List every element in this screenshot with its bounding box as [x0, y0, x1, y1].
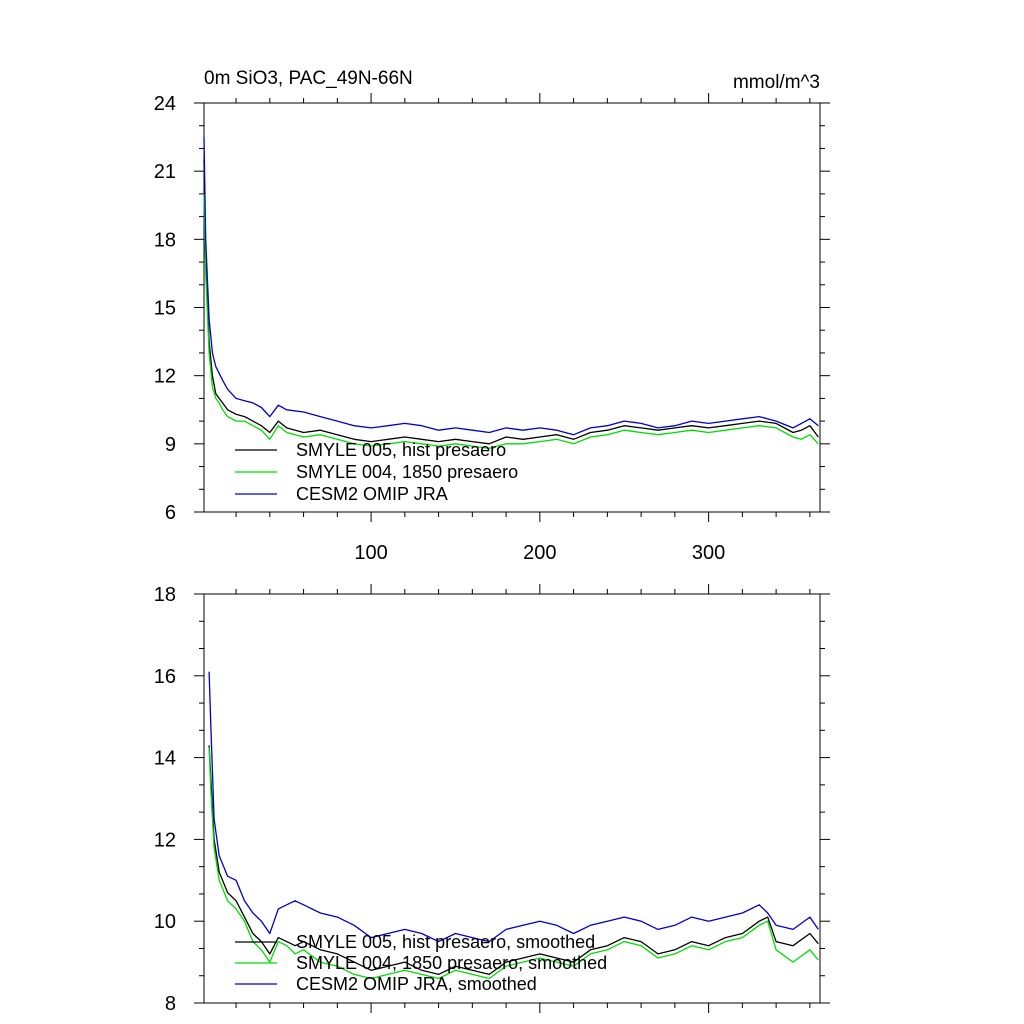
x-tick-label: 300 — [692, 542, 725, 564]
legend-label-1: SMYLE 005, hist presaero, smoothed — [296, 932, 595, 952]
x-tick-label: 200 — [523, 542, 556, 564]
top-panel: 0m SiO3, PAC_49N-66N mmol/m^3 6 9 12 15 18 21… — [154, 68, 830, 564]
y-tick-label: 8 — [165, 993, 176, 1015]
top-series-lines — [203, 137, 819, 450]
top-panel-units: mmol/m^3 — [733, 72, 820, 93]
top-panel-title: 0m SiO3, PAC_49N-66N — [204, 68, 413, 89]
y-tick-label: 18 — [154, 229, 176, 251]
series-line-1 — [208, 745, 819, 976]
y-tick-label: 16 — [154, 666, 176, 688]
y-tick-label: 14 — [154, 748, 176, 770]
legend-label-2: SMYLE 004, 1850 presaero — [296, 462, 518, 482]
y-tick-label: 6 — [165, 502, 176, 524]
bottom-series-lines — [208, 671, 819, 980]
legend-label-1: SMYLE 005, hist presaero — [296, 440, 506, 460]
legend-label-3: CESM2 OMIP JRA, smoothed — [296, 974, 537, 994]
y-tick-label: 21 — [154, 161, 176, 183]
y-tick-label: 24 — [154, 93, 176, 115]
series-line-2 — [208, 747, 819, 980]
series-line-1 — [203, 159, 819, 445]
y-tick-label: 10 — [154, 911, 176, 933]
y-tick-label: 12 — [154, 829, 176, 851]
legend-label-3: CESM2 OMIP JRA — [296, 484, 448, 504]
y-tick-label: 15 — [154, 298, 176, 320]
top-axis-ticks: 6 9 12 15 18 21 24 100 200 300 — [154, 93, 830, 564]
y-tick-label: 18 — [154, 584, 176, 606]
bottom-panel: 8 10 12 14 16 18 SMYLE 005, hist presaero, sm… — [154, 584, 830, 1015]
series-line-2 — [203, 193, 819, 450]
series-line-3 — [208, 671, 819, 943]
bottom-legend: SMYLE 005, hist presaero, smoothedSMYLE … — [235, 932, 607, 994]
y-tick-label: 9 — [165, 434, 176, 456]
bottom-axis-ticks: 8 10 12 14 16 18 — [154, 584, 830, 1015]
series-line-3 — [203, 137, 819, 436]
bottom-plot-frame — [203, 593, 821, 1004]
legend-label-2: SMYLE 004, 1850 presaero, smoothed — [296, 953, 607, 973]
x-tick-label: 100 — [354, 542, 387, 564]
y-tick-label: 12 — [154, 366, 176, 388]
